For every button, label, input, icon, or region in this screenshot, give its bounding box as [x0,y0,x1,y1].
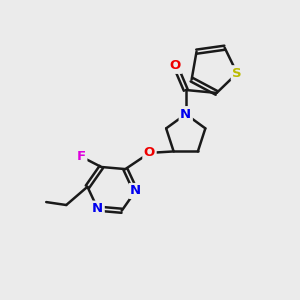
Text: F: F [77,150,86,163]
Text: O: O [170,59,181,72]
Text: S: S [232,67,242,80]
Text: N: N [92,202,103,215]
Text: N: N [180,108,191,121]
Text: O: O [144,146,155,159]
Text: N: N [130,184,141,197]
